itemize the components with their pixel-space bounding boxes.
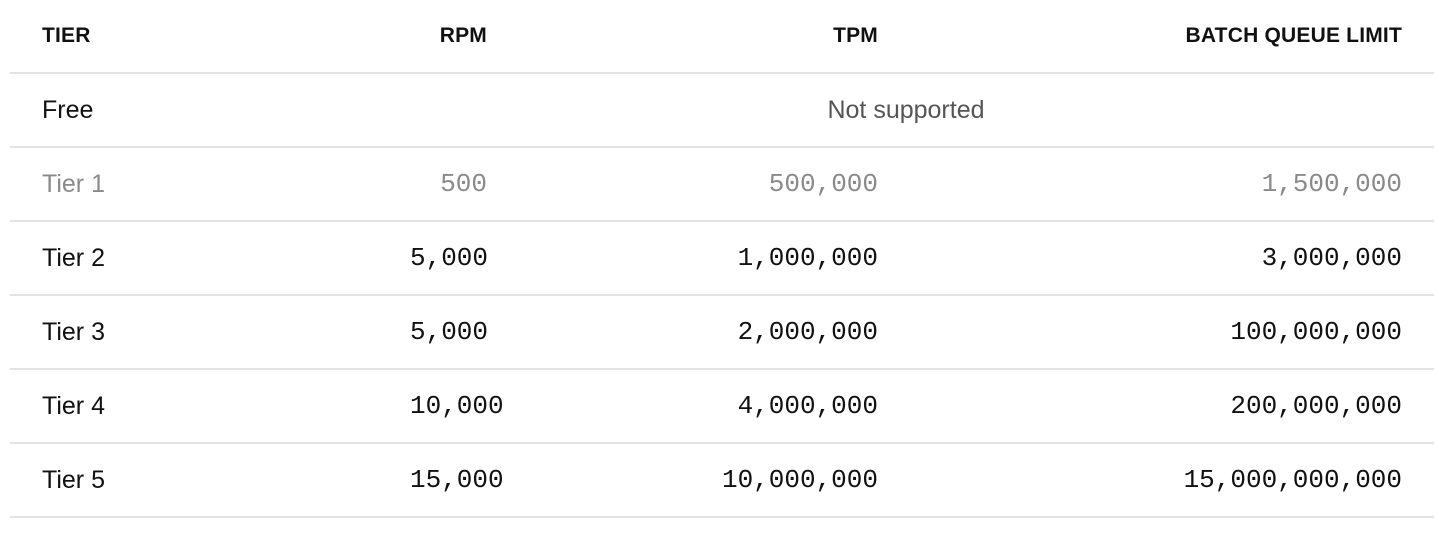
rpm-value: 500 — [440, 169, 487, 199]
header-tier: TIER — [42, 24, 91, 47]
tier-name: Tier 3 — [42, 317, 105, 346]
row-spacer — [1402, 147, 1434, 221]
table-row-tier-3: Tier 3 5,000 2,000,000 100,000,000 — [10, 295, 1434, 369]
rpm-value: 10,000 — [410, 391, 504, 421]
table-header-row: TIER RPM TPM BATCH QUEUE LIMIT — [10, 0, 1434, 73]
tpm-value: 500,000 — [768, 169, 878, 199]
table-row-tier-5: Tier 5 15,000 10,000,000 15,000,000,000 — [10, 443, 1434, 517]
header-spacer — [1402, 0, 1434, 73]
tier-name: Free — [42, 95, 94, 124]
row-spacer — [1402, 73, 1434, 147]
rpm-value: 5,000 — [410, 317, 489, 347]
header-tpm: TPM — [833, 24, 878, 47]
not-supported-note: Not supported — [827, 95, 985, 124]
batch-queue-limit-value: 1,500,000 — [1261, 169, 1402, 199]
row-spacer — [1402, 443, 1434, 517]
tpm-value: 4,000,000 — [737, 391, 878, 421]
table-row-tier-2: Tier 2 5,000 1,000,000 3,000,000 — [10, 221, 1434, 295]
tpm-value: 10,000,000 — [721, 465, 878, 495]
batch-queue-limit-value: 100,000,000 — [1230, 317, 1402, 347]
table-row-tier-4: Tier 4 10,000 4,000,000 200,000,000 — [10, 369, 1434, 443]
rpm-value: 5,000 — [410, 243, 489, 273]
row-spacer — [1402, 295, 1434, 369]
batch-queue-limit-value: 200,000,000 — [1230, 391, 1402, 421]
header-rpm: RPM — [439, 24, 487, 47]
table-row-tier-1: Tier 1 500 500,000 1,500,000 — [10, 147, 1434, 221]
table-row-free: Free Not supported — [10, 73, 1434, 147]
row-spacer — [1402, 369, 1434, 443]
row-spacer — [1402, 221, 1434, 295]
tier-name: Tier 5 — [42, 465, 105, 494]
batch-queue-limit-value: 15,000,000,000 — [1183, 465, 1402, 495]
tpm-value: 2,000,000 — [737, 317, 878, 347]
rpm-value: 15,000 — [410, 465, 504, 495]
tier-name: Tier 1 — [42, 169, 105, 198]
batch-queue-limit-value: 3,000,000 — [1261, 243, 1402, 273]
rate-limits-table: TIER RPM TPM BATCH QUEUE LIMIT Free Not … — [10, 0, 1434, 518]
tpm-value: 1,000,000 — [737, 243, 878, 273]
header-batch-queue-limit: BATCH QUEUE LIMIT — [1185, 24, 1402, 47]
tier-name: Tier 2 — [42, 243, 105, 272]
tier-name: Tier 4 — [42, 391, 105, 420]
